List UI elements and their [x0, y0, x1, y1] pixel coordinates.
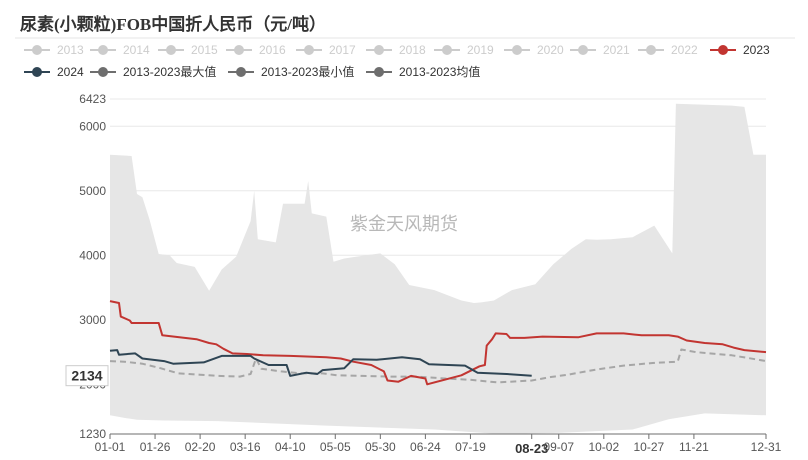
series-line-2024: [109, 349, 532, 377]
legend-label: 2015: [191, 43, 218, 57]
legend-label: 2024: [57, 65, 84, 79]
x-tick-label: 04-10: [275, 440, 306, 454]
legend-item-2014[interactable]: 2014: [90, 43, 150, 57]
watermark-text: 紫金天风期货: [350, 214, 458, 234]
x-tick-label: 01-01: [95, 440, 126, 454]
chart-legend: 2013 2014 2015 2016 2017 2018 2019 2020 2021 2022…: [24, 43, 770, 79]
legend-item-2021[interactable]: 2021: [570, 43, 630, 57]
x-tick-label: 05-05: [320, 440, 351, 454]
legend-marker: [512, 45, 522, 55]
x-tick-label: 01-26: [140, 440, 171, 454]
y-tick-label: 4000: [79, 248, 106, 262]
legend-label: 2021: [603, 43, 630, 57]
legend-marker: [374, 45, 384, 55]
legend-marker: [442, 45, 452, 55]
legend-marker: [98, 45, 108, 55]
axes: 123020003000400050006000642301-0101-2602…: [65, 92, 782, 456]
legend-item-2013-2023[interactable]: 2013-2023最大值: [90, 64, 216, 79]
y-tick-label: 5000: [79, 184, 106, 198]
series-line-2023: [109, 300, 767, 386]
x-tick-label: 03-16: [230, 440, 261, 454]
x-tick-label: 02-20: [185, 440, 216, 454]
legend-marker: [236, 67, 246, 77]
legend-item-2022[interactable]: 2022: [638, 43, 698, 57]
legend-label: 2020: [537, 43, 564, 57]
y-tick-label: 6000: [79, 119, 106, 133]
legend-label: 2014: [123, 43, 150, 57]
legend-marker: [578, 45, 588, 55]
series-line-2013-2023: [109, 348, 767, 384]
legend-item-2020[interactable]: 2020: [504, 43, 564, 57]
legend-label: 2019: [467, 43, 494, 57]
legend-item-2017[interactable]: 2017: [296, 43, 356, 57]
series-lines: [109, 300, 767, 386]
legend-label: 2016: [259, 43, 286, 57]
x-tick-label: 12-31: [751, 440, 782, 454]
legend-marker: [98, 67, 108, 77]
hover-value-badge: [65, 365, 109, 387]
x-tick-label-highlighted: 08-23: [515, 441, 548, 456]
legend-label: 2022: [671, 43, 698, 57]
legend-item-2013[interactable]: 2013: [24, 43, 84, 57]
legend-item-2013-2023[interactable]: 2013-2023最小值: [228, 64, 354, 79]
legend-marker: [374, 67, 384, 77]
x-tick-label: 10-27: [634, 440, 665, 454]
x-tick-label: 06-24: [410, 440, 441, 454]
y-tick-label: 1230: [79, 427, 106, 441]
x-tick-label: 09-07: [543, 440, 574, 454]
legend-marker: [166, 45, 176, 55]
legend-marker: [304, 45, 314, 55]
legend-label: 2018: [399, 43, 426, 57]
legend-label: 2023: [743, 43, 770, 57]
x-tick-label: 05-30: [365, 440, 396, 454]
legend-item-2024[interactable]: 2024: [24, 65, 84, 79]
y-tick-label: 3000: [79, 313, 106, 327]
legend-marker: [646, 45, 656, 55]
hover-value-label: 2134: [71, 368, 102, 384]
legend-marker: [32, 67, 42, 77]
x-tick-label: 07-19: [455, 440, 486, 454]
legend-label: 2013-2023最大值: [123, 64, 216, 79]
max-min-area: [110, 103, 766, 434]
max-min-band: [110, 103, 766, 434]
legend-label: 2017: [329, 43, 356, 57]
legend-label: 2013-2023均值: [399, 64, 480, 79]
legend-item-2023[interactable]: 2023: [710, 43, 770, 57]
x-tick-label: 11-21: [679, 440, 709, 454]
legend-item-2013-2023[interactable]: 2013-2023均值: [366, 64, 480, 79]
legend-item-2019[interactable]: 2019: [434, 43, 494, 57]
legend-item-2016[interactable]: 2016: [226, 43, 286, 57]
x-tick-label: 10-02: [588, 440, 619, 454]
legend-marker: [718, 45, 728, 55]
legend-item-2015[interactable]: 2015: [158, 43, 218, 57]
legend-marker: [234, 45, 244, 55]
chart-title: 尿素(小颗粒)FOB中国折人民币（元/吨）: [20, 15, 326, 34]
legend-label: 2013: [57, 43, 84, 57]
legend-label: 2013-2023最小值: [261, 64, 354, 79]
legend-item-2018[interactable]: 2018: [366, 43, 426, 57]
legend-marker: [32, 45, 42, 55]
y-tick-label: 6423: [79, 92, 106, 106]
